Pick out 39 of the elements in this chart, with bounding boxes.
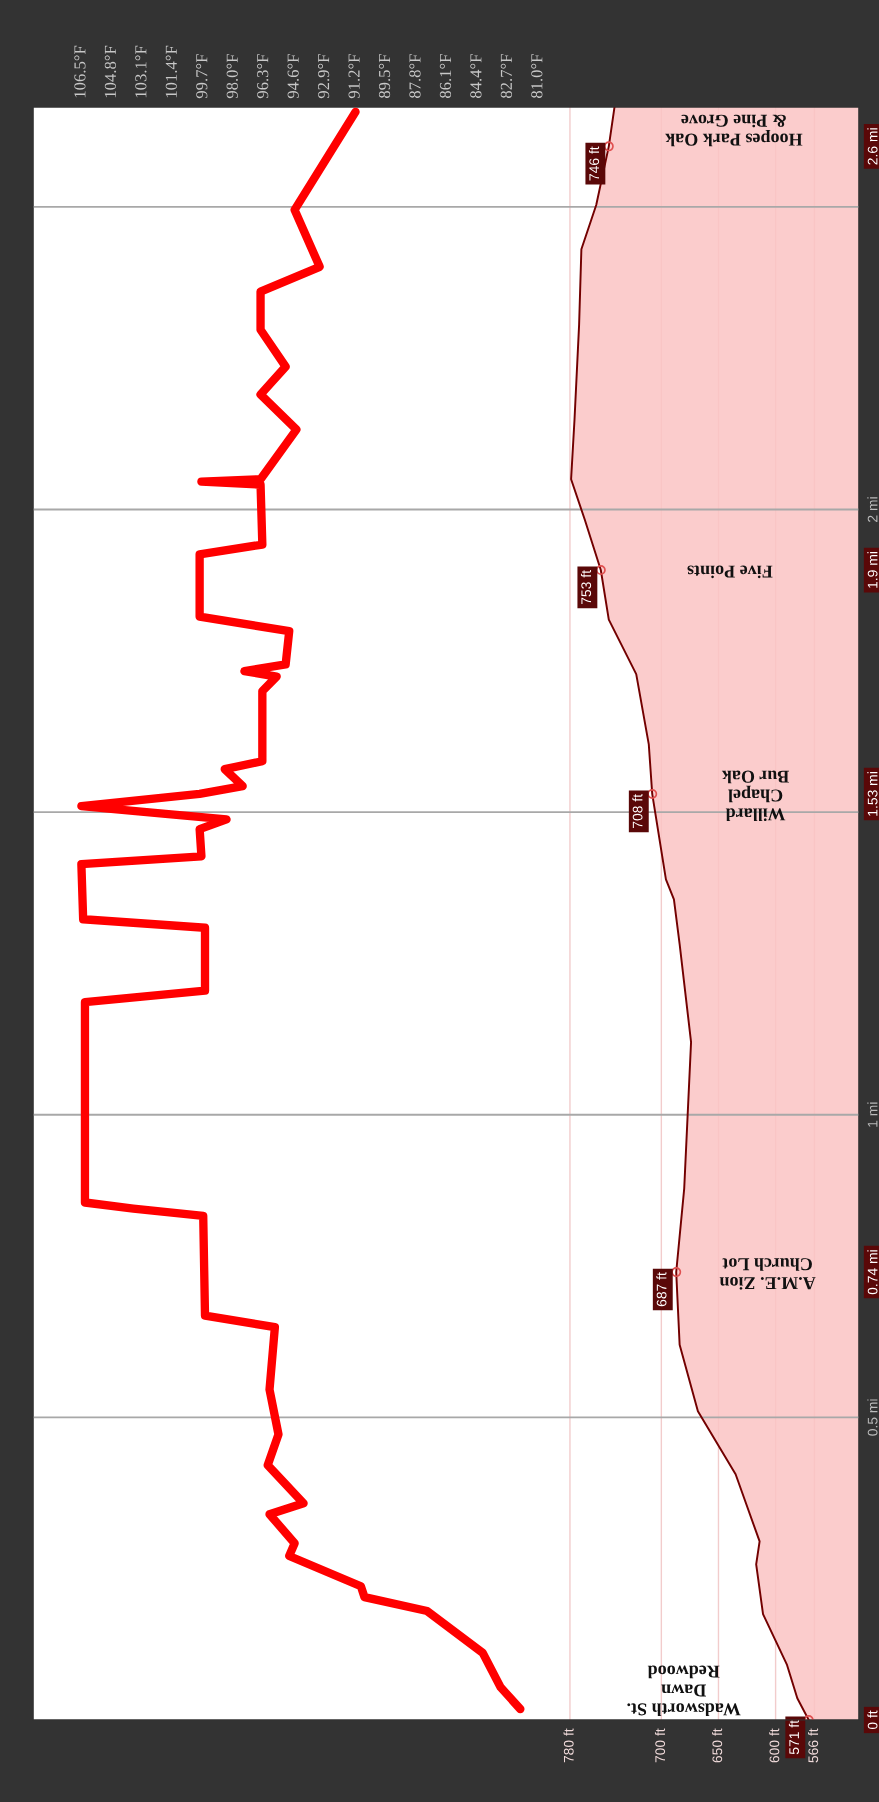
x2-tick-label: 104.8°F (104, 45, 117, 98)
x2-tick-label: 82.7°F (500, 54, 513, 99)
x2-tick-label: 94.6°F (287, 54, 299, 99)
x-tick-label: 650 ft (712, 1728, 723, 1763)
annotation: Willard Chapel Bur Oak (721, 770, 790, 822)
x2-tick-label: 84.4°F (470, 54, 482, 99)
x2-tick-label: 101.4°F (165, 45, 177, 98)
x2-tick-label: 98.0°F (226, 54, 238, 99)
x2-tick-label: 103.1°F (135, 45, 147, 98)
annotation: Hoopes Park Oak & Pine Grove (665, 114, 803, 147)
y-tick-label: 1 mi (867, 1102, 878, 1127)
data-label: 753 ft (580, 570, 592, 605)
x2-tick-label: 91.2°F (348, 54, 360, 99)
y-tick-label: 2.6 mi (867, 128, 878, 165)
data-label: 687 ft (656, 1272, 667, 1307)
x-tick-label: 566 ft (807, 1728, 819, 1763)
data-label: 571 ft (788, 1720, 800, 1755)
data-label: 746 ft (588, 146, 600, 181)
x2-tick-label: 106.5°F (74, 45, 86, 98)
y-tick-label: 2 mi (867, 497, 878, 522)
annotation: Five Points (687, 565, 773, 579)
y-tick-label: 0 ft (867, 1710, 878, 1730)
y-tick-label: 1.9 mi (867, 552, 878, 588)
x2-tick-label: 89.5°F (378, 54, 391, 99)
x-tick-label: 700 ft (654, 1728, 666, 1763)
annotation: A.M.E. Zion Church Lot (719, 1258, 816, 1290)
y-tick-label: 1.53 mi (867, 772, 878, 816)
x-tick-label: 600 ft (769, 1728, 780, 1763)
annotation: Wadsworth St. Dawn Redwood (627, 1665, 741, 1716)
data-label: 708 ft (632, 794, 643, 828)
x-tick-label: 780 ft (563, 1728, 574, 1763)
x2-tick-label: 99.7°F (196, 54, 208, 99)
x2-tick-label: 96.3°F (257, 54, 269, 99)
y-tick-label: 0.5 mi (867, 1399, 878, 1436)
x2-tick-label: 92.9°F (317, 54, 330, 99)
y-tick-label: 0.74 mi (867, 1250, 878, 1295)
x2-tick-label: 81.0°F (531, 54, 543, 99)
x2-tick-label: 87.8°F (409, 54, 421, 99)
x2-tick-label: 86.1°F (439, 54, 452, 99)
